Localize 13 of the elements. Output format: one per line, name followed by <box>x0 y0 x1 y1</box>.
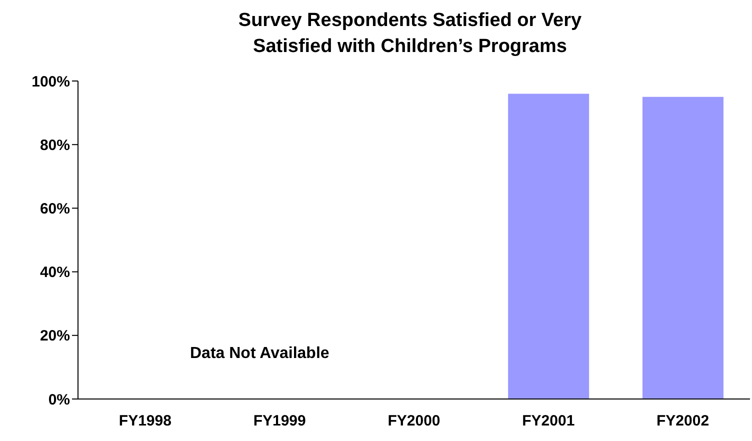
y-tick-label: 20% <box>40 328 70 345</box>
x-tick-label: FY2001 <box>522 412 575 430</box>
x-tick-label: FY2002 <box>656 412 710 430</box>
y-tick-label: 80% <box>40 136 70 154</box>
y-tick-label: 0% <box>48 391 70 408</box>
x-tick-label: FY1998 <box>118 412 172 430</box>
y-tick-label: 60% <box>40 200 70 218</box>
x-tick-label: FY2000 <box>388 412 440 430</box>
chart-title: Survey Respondents Satisfied or Very Satisfied with Children’s Programs <box>237 9 583 59</box>
annotation: Data Not Available <box>190 345 330 363</box>
y-tick-label: 40% <box>40 264 70 282</box>
x-tick-label: FY1999 <box>253 412 306 430</box>
y-tick-label: 100% <box>32 73 70 90</box>
